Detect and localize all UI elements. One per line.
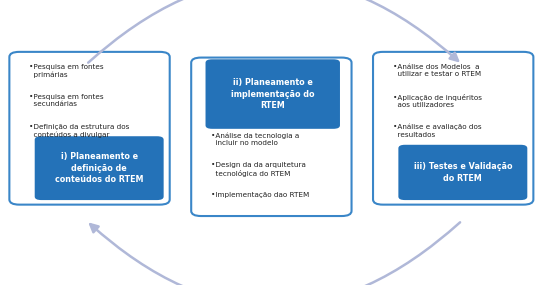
FancyBboxPatch shape — [191, 58, 352, 216]
Text: •Pesquisa em fontes
  secundárias: •Pesquisa em fontes secundárias — [29, 94, 104, 107]
Text: i) Planeamento e
definição de
conteúdos do RTEM: i) Planeamento e definição de conteúdos … — [55, 152, 143, 184]
Text: •Definição da estrutura dos
  conteúdos a divulgar: •Definição da estrutura dos conteúdos a … — [29, 124, 129, 138]
Text: ii) Planeamento e
implementação do
RTEM: ii) Planeamento e implementação do RTEM — [231, 78, 315, 110]
FancyBboxPatch shape — [206, 59, 340, 129]
FancyBboxPatch shape — [9, 52, 170, 205]
FancyBboxPatch shape — [398, 145, 527, 200]
FancyBboxPatch shape — [35, 136, 164, 200]
Text: •Pesquisa em fontes
  primárias: •Pesquisa em fontes primárias — [29, 64, 104, 78]
Text: •Design da da arquitetura
  tecnológica do RTEM: •Design da da arquitetura tecnológica do… — [211, 162, 306, 177]
Text: •Análise da tecnologia a
  incluir no modelo: •Análise da tecnologia a incluir no mode… — [211, 133, 299, 146]
Text: •Aplicação de inquéritos
  aos utilizadores: •Aplicação de inquéritos aos utilizadore… — [393, 94, 482, 108]
Text: •Análise e avaliação dos
  resultados: •Análise e avaliação dos resultados — [393, 124, 482, 138]
Text: •Implementação dao RTEM: •Implementação dao RTEM — [211, 192, 309, 198]
Text: •Análise dos Modelos  a
  utilizar e testar o RTEM: •Análise dos Modelos a utilizar e testar… — [393, 64, 481, 77]
Text: iii) Testes e Validação
do RTEM: iii) Testes e Validação do RTEM — [414, 162, 512, 183]
FancyBboxPatch shape — [373, 52, 533, 205]
